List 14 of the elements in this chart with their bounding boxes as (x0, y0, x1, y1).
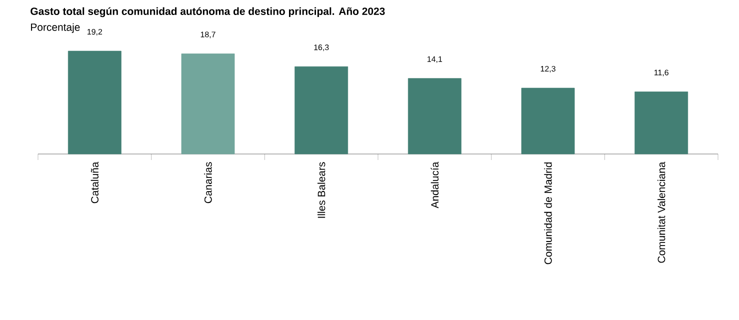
x-tick-label: Comunidad de Madrid (544, 162, 552, 264)
x-tick-label: Canarias (204, 162, 212, 204)
bar (408, 78, 462, 154)
x-tick-label: Andalucía (430, 162, 439, 208)
chart-subtitle: Porcentaje (31, 23, 80, 33)
bar (68, 50, 122, 154)
bar (521, 88, 575, 154)
x-tick-label: Comunitat Valenciana (657, 162, 666, 263)
x-tick-label: Illes Balears (317, 162, 326, 218)
x-tick-label: Cataluña (90, 162, 99, 204)
bar (181, 54, 235, 154)
chart-title: Gasto total según comunidad autónoma de destino principal. Año 2023 (30, 7, 385, 18)
bar (294, 66, 348, 154)
bar (634, 92, 688, 154)
